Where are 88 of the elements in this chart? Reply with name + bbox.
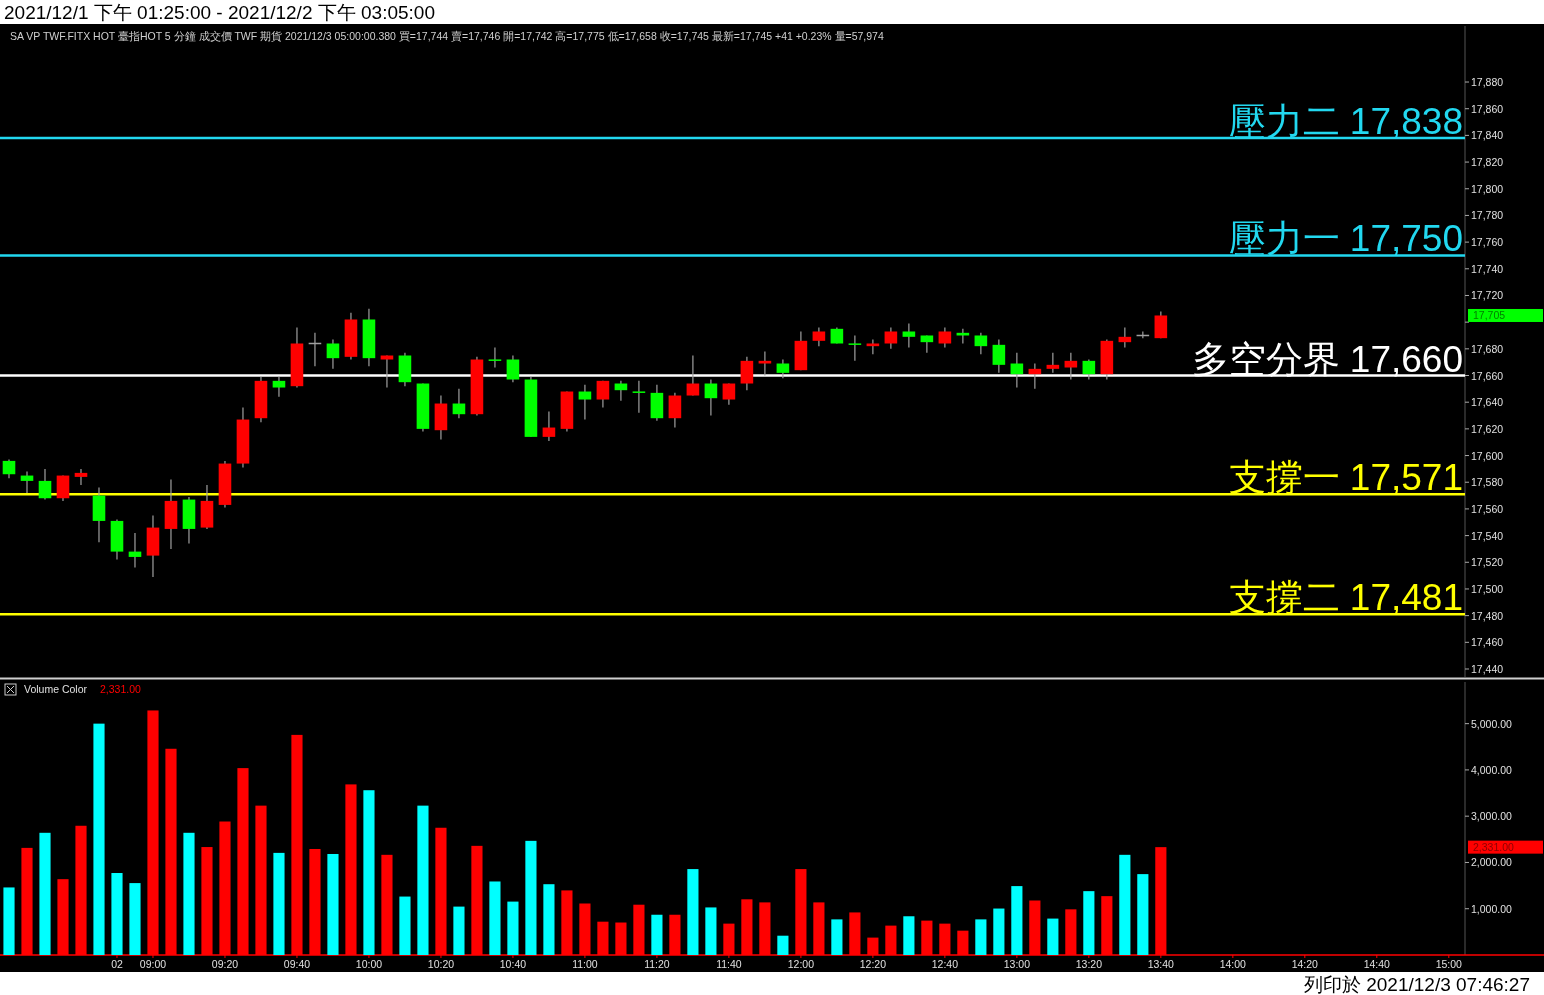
x-tick-label: 12:40 (931, 958, 959, 970)
y-tick-label: 17,560 (1471, 502, 1504, 515)
y-tick-label: 17,740 (1471, 262, 1504, 275)
bar (1137, 874, 1149, 955)
x-tick-label: 09:20 (211, 958, 239, 970)
bar (651, 914, 663, 955)
bar (903, 916, 915, 955)
x-tick-label: 13:20 (1075, 958, 1103, 970)
y-tick-label: 17,600 (1471, 449, 1504, 462)
bar (831, 919, 843, 955)
x-tick-label: 14:00 (1219, 958, 1247, 970)
y-tick-label: 17,860 (1471, 102, 1504, 115)
x-tick-label: 12:00 (787, 958, 815, 970)
x-tick-label: 11:20 (644, 958, 670, 970)
chart-subtitle: SA VP TWF.FITX HOT 臺指HOT 5 分鐘 成交價 TWF 期貨 2021/12/3 05:00:00.380 買=17,744 賣=17,746 開=17,742 高=17,775 低=17,658 收=17,745 最新=17,745 +41 +0.23% 量=57,974 (10, 30, 884, 42)
annotation: 2,331.00 (100, 683, 142, 695)
bar (975, 919, 987, 955)
x-tick-label: 10:40 (499, 958, 527, 970)
bar (1119, 854, 1131, 955)
bar (489, 881, 501, 955)
x-tick-label: 14:40 (1363, 958, 1391, 970)
x-tick-label: 09:40 (283, 958, 311, 970)
bar (39, 832, 51, 955)
x-tick-label: 10:20 (427, 958, 455, 970)
bar (3, 887, 15, 955)
bar (507, 901, 519, 955)
y-tick-label: 17,580 (1471, 476, 1504, 489)
x-tick-label: 09:00 (139, 958, 167, 970)
bar (399, 896, 411, 955)
y-tick-label: 17,500 (1471, 582, 1504, 595)
y-tick-label: 17,540 (1471, 529, 1504, 542)
y-tick-label: 17,480 (1471, 609, 1504, 622)
bar (129, 883, 141, 955)
y-tick-label: 5,000.00 (1471, 717, 1513, 730)
y-tick-label: 17,440 (1471, 663, 1504, 675)
y-tick-label: 17,720 (1471, 289, 1504, 302)
y-tick-label: 17,780 (1471, 209, 1504, 222)
y-tick-label: 17,760 (1471, 236, 1504, 249)
x-tick-label: 02 (111, 958, 123, 970)
x-tick-label: 14:20 (1291, 958, 1319, 970)
y-tick-label: 3,000.00 (1471, 810, 1513, 823)
bar (453, 906, 465, 955)
y-tick-label: 17,800 (1471, 182, 1504, 195)
text: 列印於 2021/12/3 07:46:27 (1303, 974, 1530, 995)
bar (183, 832, 195, 955)
y-tick-label: 17,620 (1471, 422, 1504, 435)
bar (543, 884, 555, 955)
bar (327, 853, 339, 955)
text: 17,705 (1473, 309, 1506, 322)
y-tick-label: 17,680 (1471, 342, 1504, 355)
ref-line-label: 壓力一 17,750 (1228, 218, 1463, 260)
bar (687, 869, 699, 955)
y-tick-label: 1,000.00 (1471, 902, 1513, 915)
text: 2,331.00 (1473, 841, 1515, 854)
bar (1047, 918, 1059, 955)
y-tick-label: 17,820 (1471, 156, 1504, 169)
bar (273, 852, 285, 955)
ref-line-label: 多空分界 17,660 (1191, 338, 1463, 380)
x-tick-label: 11:00 (572, 958, 598, 970)
bar (777, 935, 789, 955)
x-tick-label: 13:40 (1147, 958, 1175, 970)
x-tick-label: 13:00 (1003, 958, 1031, 970)
y-tick-label: 4,000.00 (1471, 763, 1513, 776)
y-tick-label: 17,520 (1471, 556, 1504, 569)
x-tick-label: 11:40 (716, 958, 742, 970)
y-tick-label: 17,640 (1471, 396, 1504, 409)
bar (111, 873, 123, 955)
bar (993, 908, 1005, 955)
x-tick-label: 12:20 (859, 958, 887, 970)
bar (1083, 891, 1095, 955)
bar (363, 790, 375, 955)
y-tick-label: 2,000.00 (1471, 856, 1513, 869)
chart-title: Volume Color (24, 683, 88, 695)
y-tick-label: 17,840 (1471, 129, 1504, 142)
ref-line-label: 支撐一 17,571 (1228, 457, 1463, 499)
bar (93, 723, 105, 955)
ref-line-label: 壓力二 17,838 (1228, 101, 1463, 143)
y-tick-label: 17,660 (1471, 369, 1504, 382)
y-tick-label: 17,460 (1471, 636, 1504, 649)
chart-title: 2021/12/1 下午 01:25:00 - 2021/12/2 下午 03:05:00 (4, 2, 435, 23)
bar (525, 840, 537, 955)
bar (705, 907, 717, 955)
bar (417, 805, 429, 955)
x-tick-label: 15:00 (1435, 958, 1463, 970)
ref-line-label: 支撐二 17,481 (1228, 577, 1463, 619)
bar (1011, 886, 1023, 955)
x-tick-label: 10:00 (355, 958, 383, 970)
y-tick-label: 17,880 (1471, 76, 1504, 89)
